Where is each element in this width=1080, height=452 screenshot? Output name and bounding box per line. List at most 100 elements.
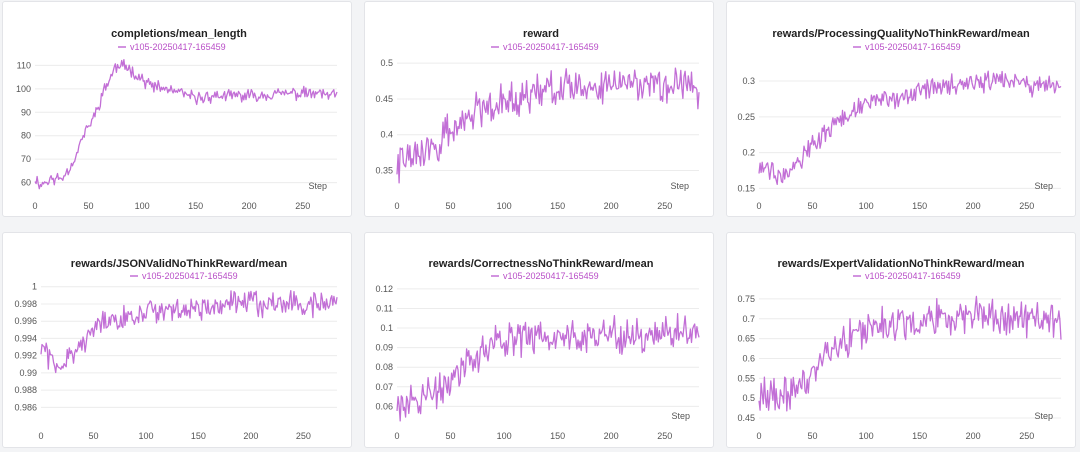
y-tick-label: 80 (21, 131, 31, 141)
x-tick-label: 200 (243, 431, 258, 441)
x-axis-label: Step (1034, 411, 1053, 421)
x-tick-label: 150 (188, 201, 203, 211)
x-tick-label: 150 (191, 431, 206, 441)
y-tick-label: 0.08 (375, 362, 393, 372)
series-line (396, 313, 700, 422)
legend-label: v105-20250417-165459 (865, 271, 961, 281)
chart-title: completions/mean_length (111, 28, 247, 40)
y-tick-label: 0.55 (737, 373, 755, 383)
series-line (40, 290, 338, 374)
x-tick-label: 100 (497, 201, 512, 211)
x-tick-label: 100 (135, 201, 150, 211)
chart-svg: rewards/CorrectnessNoThinkReward/mean v1… (375, 258, 700, 441)
chart-svg: completions/mean_length v105-20250417-16… (16, 28, 338, 211)
x-tick-label: 150 (912, 201, 927, 211)
x-tick-label: 100 (859, 201, 874, 211)
y-tick-label: 0.12 (375, 284, 393, 294)
x-tick-label: 50 (446, 201, 456, 211)
y-tick-label: 0.99 (19, 368, 37, 378)
x-axis-label: Step (670, 181, 689, 191)
chart-panel-completions-mean-length: completions/mean_length v105-20250417-16… (2, 1, 352, 217)
y-tick-label: 0.35 (375, 166, 393, 176)
chart-panel-expert-validation: rewards/ExpertValidationNoThinkReward/me… (726, 232, 1076, 448)
series-line (758, 295, 1062, 412)
y-tick-label: 0.09 (375, 343, 393, 353)
y-tick-label: 0.7 (742, 314, 755, 324)
chart-axes: 0.35 0.4 0.45 0.5 0 50 100 150 200 250 (375, 58, 699, 211)
chart-svg: rewards/ExpertValidationNoThinkReward/me… (737, 258, 1062, 441)
x-tick-label: 50 (808, 431, 818, 441)
series-line (396, 67, 700, 184)
x-tick-label: 250 (1019, 431, 1034, 441)
x-tick-label: 250 (296, 431, 311, 441)
y-tick-label: 70 (21, 154, 31, 164)
y-tick-label: 0.992 (14, 351, 37, 361)
x-tick-label: 200 (604, 201, 619, 211)
y-tick-label: 0.25 (737, 112, 755, 122)
y-tick-label: 0.15 (737, 183, 755, 193)
y-tick-label: 0.994 (14, 333, 37, 343)
chart-panel-json-valid: rewards/JSONValidNoThinkReward/mean v105… (2, 232, 352, 448)
chart-axes: 0.06 0.07 0.08 0.09 0.1 0.11 0.12 0 50 100 150 200 2… (375, 284, 699, 441)
chart-panel-reward: reward v105-20250417-165459 0.35 0.4 0.45 0… (364, 1, 714, 217)
chart-title: rewards/CorrectnessNoThinkReward/mean (429, 258, 654, 270)
chart-title: reward (523, 28, 559, 40)
x-tick-label: 50 (84, 201, 94, 211)
y-tick-label: 0.75 (737, 294, 755, 304)
y-tick-label: 0.4 (380, 130, 393, 140)
y-tick-label: 0.06 (375, 401, 393, 411)
x-tick-label: 0 (756, 431, 761, 441)
y-tick-label: 0.2 (742, 148, 755, 158)
y-tick-label: 0.07 (375, 382, 393, 392)
y-tick-label: 0.11 (376, 303, 393, 313)
legend-label: v105-20250417-165459 (130, 42, 226, 52)
legend-label: v105-20250417-165459 (503, 42, 599, 52)
y-tick-label: 0.3 (742, 76, 755, 86)
chart-svg: reward v105-20250417-165459 0.350.40.450… (375, 28, 700, 211)
y-tick-label: 0.986 (14, 402, 37, 412)
chart-axes: 60 70 80 90 100 110 0 50 100 150 200 250 (16, 60, 337, 211)
x-tick-label: 250 (1019, 201, 1034, 211)
chart-svg: rewards/JSONValidNoThinkReward/mean v105… (14, 258, 338, 441)
x-tick-label: 0 (394, 201, 399, 211)
x-tick-label: 100 (859, 431, 874, 441)
x-tick-label: 0 (32, 201, 37, 211)
x-tick-label: 200 (966, 431, 981, 441)
y-tick-label: 0.6 (742, 353, 755, 363)
x-tick-label: 150 (550, 431, 565, 441)
x-tick-label: 250 (657, 431, 672, 441)
chart-title: rewards/ProcessingQualityNoThinkReward/m… (772, 28, 1030, 40)
x-tick-label: 250 (295, 201, 310, 211)
x-tick-label: 100 (497, 431, 512, 441)
y-tick-label: 60 (21, 178, 31, 188)
x-tick-label: 200 (966, 201, 981, 211)
x-tick-label: 50 (88, 431, 98, 441)
chart-panel-processing-quality: rewards/ProcessingQualityNoThinkReward/m… (726, 1, 1076, 217)
x-tick-label: 0 (756, 201, 761, 211)
x-tick-label: 200 (242, 201, 257, 211)
legend-label: v105-20250417-165459 (503, 271, 599, 281)
y-tick-label: 0.45 (737, 413, 755, 423)
x-tick-label: 150 (912, 431, 927, 441)
y-tick-label: 0.65 (737, 334, 755, 344)
y-tick-label: 0.1 (380, 323, 393, 333)
legend-label: v105-20250417-165459 (142, 271, 238, 281)
x-tick-label: 50 (808, 201, 818, 211)
x-tick-label: 50 (446, 431, 456, 441)
x-tick-label: 0 (394, 431, 399, 441)
chart-title: rewards/JSONValidNoThinkReward/mean (71, 258, 288, 270)
x-axis-label: Step (671, 411, 690, 421)
y-tick-label: 0.998 (14, 299, 37, 309)
y-tick-label: 0.5 (742, 393, 755, 403)
x-axis-label: Step (1034, 181, 1053, 191)
chart-title: rewards/ExpertValidationNoThinkReward/me… (778, 258, 1025, 270)
x-tick-label: 0 (38, 431, 43, 441)
x-tick-label: 200 (604, 431, 619, 441)
chart-panel-correctness: rewards/CorrectnessNoThinkReward/mean v1… (364, 232, 714, 448)
x-tick-label: 100 (138, 431, 153, 441)
x-tick-label: 150 (550, 201, 565, 211)
series-line (758, 70, 1062, 186)
y-tick-label: 0.996 (14, 316, 37, 326)
x-tick-label: 250 (657, 201, 672, 211)
y-tick-label: 90 (21, 107, 31, 117)
